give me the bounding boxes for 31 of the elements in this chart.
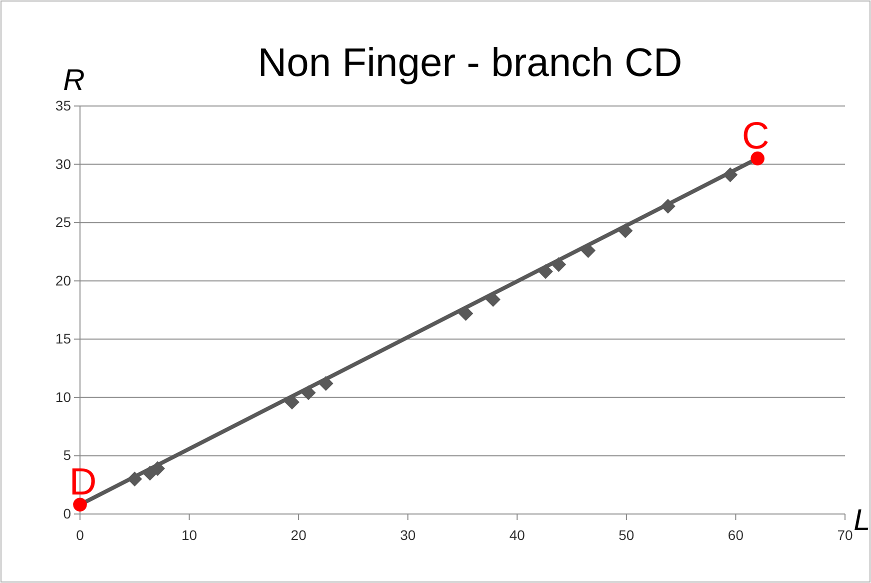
annotation: C xyxy=(742,115,770,158)
point xyxy=(318,376,334,391)
point xyxy=(660,198,676,214)
y-tick-label: 25 xyxy=(55,214,72,230)
x-tick-label: 0 xyxy=(76,526,84,543)
y-tick-label: 30 xyxy=(55,156,72,172)
y-tick-label: 5 xyxy=(63,447,72,464)
x-tick-label: 30 xyxy=(400,526,416,543)
x-tick-label: 10 xyxy=(181,526,198,543)
point xyxy=(722,167,738,182)
point xyxy=(73,498,87,512)
y-tick-label: 20 xyxy=(55,272,72,288)
y-axis-title: R xyxy=(63,64,85,97)
chart-title: Non Finger - branch CD xyxy=(258,41,682,85)
x-tick-label: 50 xyxy=(618,526,634,543)
x-tick-label: 60 xyxy=(728,526,744,543)
y-tick-label: 10 xyxy=(55,388,72,405)
x-axis-title: L xyxy=(854,504,870,537)
annotation: D xyxy=(69,462,97,504)
point xyxy=(127,472,142,486)
point xyxy=(750,152,764,166)
y-tick-label: 0 xyxy=(63,505,72,522)
point xyxy=(300,385,316,400)
point xyxy=(618,223,633,238)
x-tick-label: 70 xyxy=(837,526,853,543)
point xyxy=(551,257,566,272)
point xyxy=(538,264,553,279)
x-tick-label: 20 xyxy=(290,526,307,543)
y-tick-label: 15 xyxy=(55,330,72,347)
x-tick-label: 40 xyxy=(509,526,526,543)
y-tick-label: 35 xyxy=(55,97,72,114)
